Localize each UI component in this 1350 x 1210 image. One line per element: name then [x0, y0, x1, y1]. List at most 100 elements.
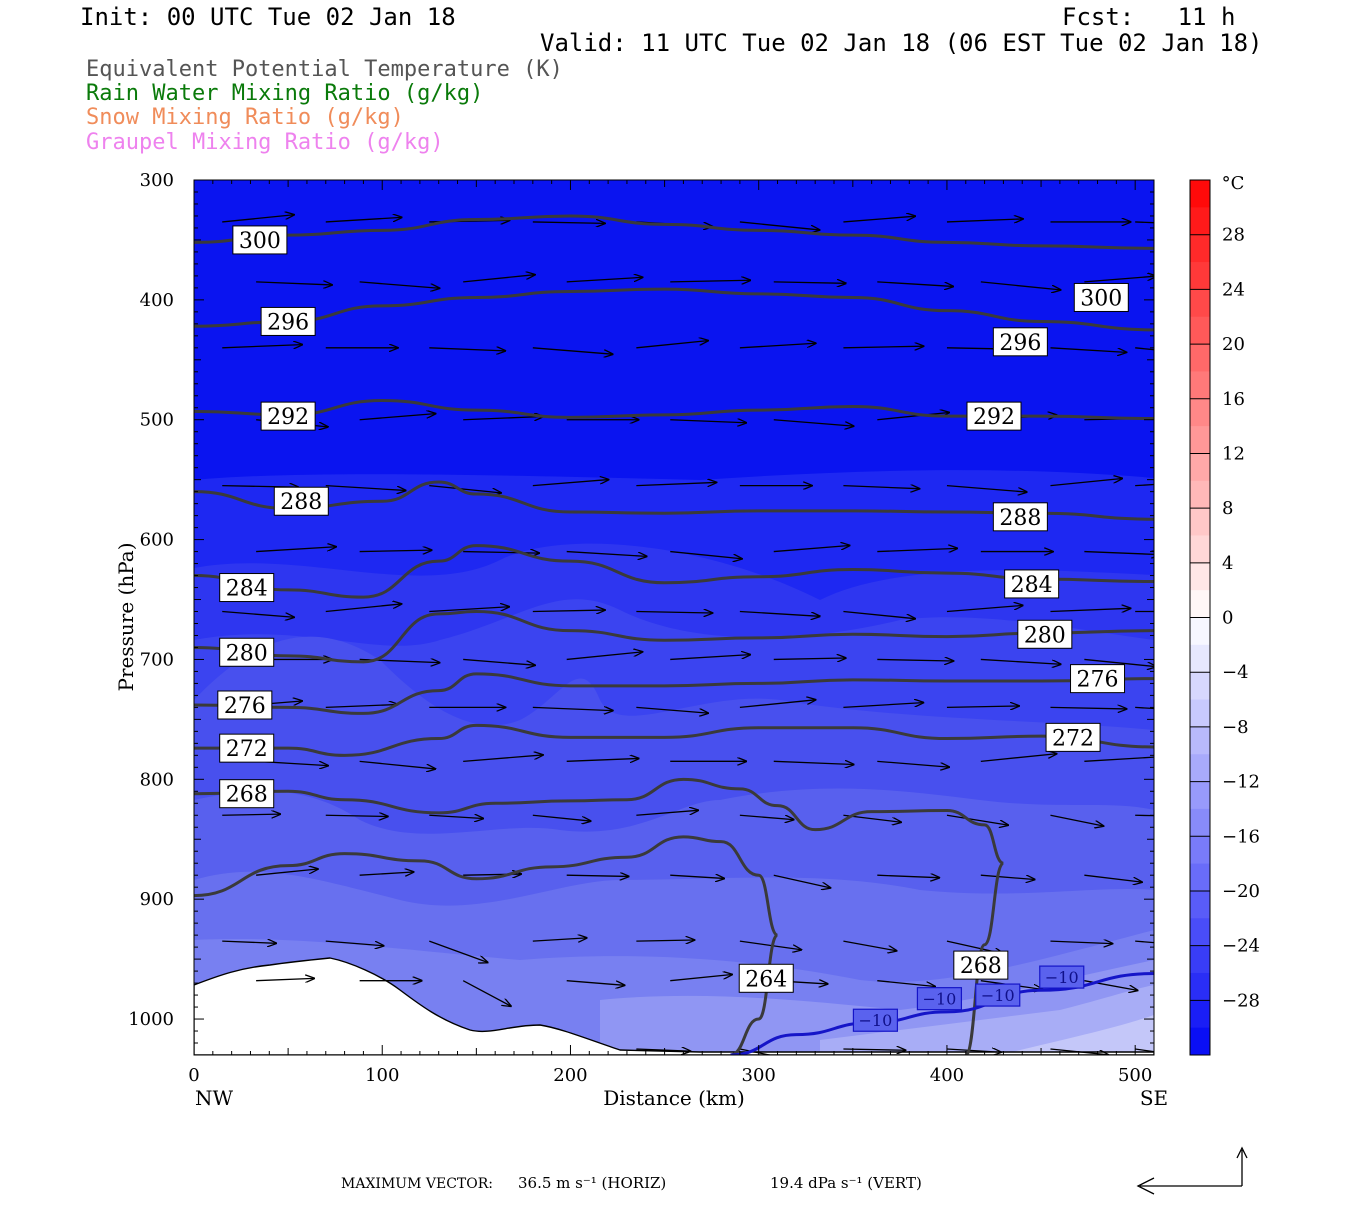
- wind-vector: [1050, 608, 1130, 611]
- wind-vector: [532, 347, 613, 354]
- y-tick-label: 300: [140, 170, 174, 191]
- wind-vector: [532, 222, 605, 223]
- wind-vector: [325, 705, 398, 708]
- wind-vector: [877, 413, 949, 421]
- wind-vector: [739, 610, 820, 617]
- wind-vector: [1050, 707, 1126, 709]
- svg-text:276: 276: [224, 694, 266, 719]
- colorbar-tick-label: −28: [1222, 990, 1260, 1011]
- theta-e-label: 300: [232, 225, 288, 255]
- wind-vector: [256, 282, 332, 285]
- wind-vector: [566, 980, 625, 986]
- wind-vector: [980, 658, 1061, 664]
- wind-vector: [325, 940, 384, 946]
- x-tick-label: 400: [930, 1065, 964, 1086]
- svg-text:−10: −10: [859, 1011, 893, 1030]
- wind-vector: [532, 610, 605, 611]
- theta-e-label: 284: [1004, 569, 1060, 599]
- svg-text:276: 276: [1077, 668, 1119, 693]
- wind-vector: [1050, 941, 1112, 943]
- colorbar-tick-label: −16: [1222, 826, 1260, 847]
- svg-text:268: 268: [226, 783, 268, 808]
- wind-vector: [1084, 552, 1154, 555]
- init-time: Init: 00 UTC Tue 02 Jan 18: [80, 3, 456, 31]
- wind-vector: [843, 703, 923, 709]
- theta-e-labels: 300 296 292 288 284 280 276 272 268 300 296 292 288 2…: [217, 225, 1129, 993]
- wind-vector: [843, 486, 919, 489]
- theta-e-contour-276: [194, 672, 1154, 715]
- theta-e-label: 276: [1070, 664, 1126, 694]
- x-axis-label: Distance (km): [603, 1086, 745, 1110]
- wind-vector: [843, 216, 915, 223]
- wind-vector: [325, 604, 402, 613]
- svg-text:−10: −10: [923, 990, 957, 1009]
- wind-vector: [325, 485, 406, 491]
- wind-vector: [739, 700, 816, 709]
- wind-vector: [843, 346, 923, 348]
- y-tick-label: 500: [140, 410, 174, 431]
- colorbar-tick-label: −8: [1222, 717, 1249, 738]
- wind-vector: [1084, 756, 1154, 762]
- x-tick-label: 300: [742, 1065, 776, 1086]
- wind-vector: [636, 341, 708, 349]
- wind-vector: [222, 610, 294, 618]
- wind-vector: [256, 547, 336, 553]
- theta-e-label: 296: [992, 327, 1048, 357]
- svg-text:292: 292: [973, 405, 1015, 430]
- wind-vector: [636, 706, 708, 713]
- theta-e-label: 292: [966, 401, 1022, 431]
- wind-vector: [773, 282, 846, 283]
- reference-vector-icon: [1136, 1146, 1248, 1195]
- x-endpoint-nw: NW: [195, 1086, 234, 1110]
- wind-vector: [566, 758, 639, 761]
- wind-vector: [773, 761, 854, 764]
- svg-text:280: 280: [1024, 623, 1066, 648]
- y-tick-label: 700: [140, 649, 174, 670]
- temperature-labels: −10 −10 −10 −10: [852, 965, 1085, 1032]
- theta-e-contour-280: [194, 610, 1154, 664]
- wind-vector: [462, 980, 511, 1006]
- wind-vector: [1084, 276, 1154, 283]
- wind-vector: [773, 658, 846, 659]
- svg-text:284: 284: [226, 577, 268, 602]
- wind-vector: [566, 277, 643, 283]
- max-vector-prefix: MAXIMUM VECTOR:: [341, 1176, 493, 1192]
- theta-e-contour-296: [194, 287, 1154, 332]
- svg-text:268: 268: [960, 954, 1002, 979]
- legend-graupel: Graupel Mixing Ratio (g/kg): [86, 130, 444, 155]
- wind-vector: [1050, 814, 1103, 826]
- wind-vector: [429, 607, 509, 613]
- wind-vector: [429, 348, 505, 351]
- y-tick-label: 900: [140, 889, 174, 910]
- x-tick-label: 100: [365, 1065, 399, 1086]
- wind-vector: [1050, 1048, 1108, 1055]
- wind-vector: [1084, 658, 1154, 666]
- wind-vector: [532, 707, 613, 710]
- wind-vector: [1135, 940, 1154, 944]
- wind-vector: [222, 345, 302, 348]
- wind-vector: [670, 280, 750, 282]
- theta-e-contour-300: [194, 214, 1154, 250]
- colorbar: 28 24 20 16 12 8 4 0 −4 −8 −12 −16 −20 −24 −28: [1189, 179, 1260, 1056]
- wind-vector: [463, 755, 543, 762]
- wind-vector: [566, 652, 643, 661]
- wind-vector: [1135, 814, 1154, 817]
- theta-e-label: 280: [1017, 619, 1073, 649]
- colorbar-tick-label: −12: [1222, 772, 1260, 793]
- y-tick-label: 600: [140, 530, 174, 551]
- theta-e-label: 296: [260, 306, 316, 336]
- wind-vector: [359, 414, 436, 421]
- temperature-label: −10: [916, 987, 963, 1011]
- svg-text:296: 296: [267, 310, 309, 335]
- colorbar-unit: °C: [1222, 173, 1245, 194]
- terrain: [194, 957, 1154, 1055]
- theta-e-label: 272: [219, 733, 275, 763]
- wind-vector: [877, 760, 949, 767]
- wind-vector: [1135, 1048, 1154, 1053]
- svg-text:272: 272: [1052, 726, 1094, 751]
- colorbar-tick-label: 4: [1222, 553, 1233, 574]
- y-axis-label: Pressure (hPa): [114, 543, 138, 692]
- wind-vector: [670, 875, 724, 878]
- wind-vector: [463, 275, 535, 283]
- theta-e-contour-288: [194, 480, 1154, 521]
